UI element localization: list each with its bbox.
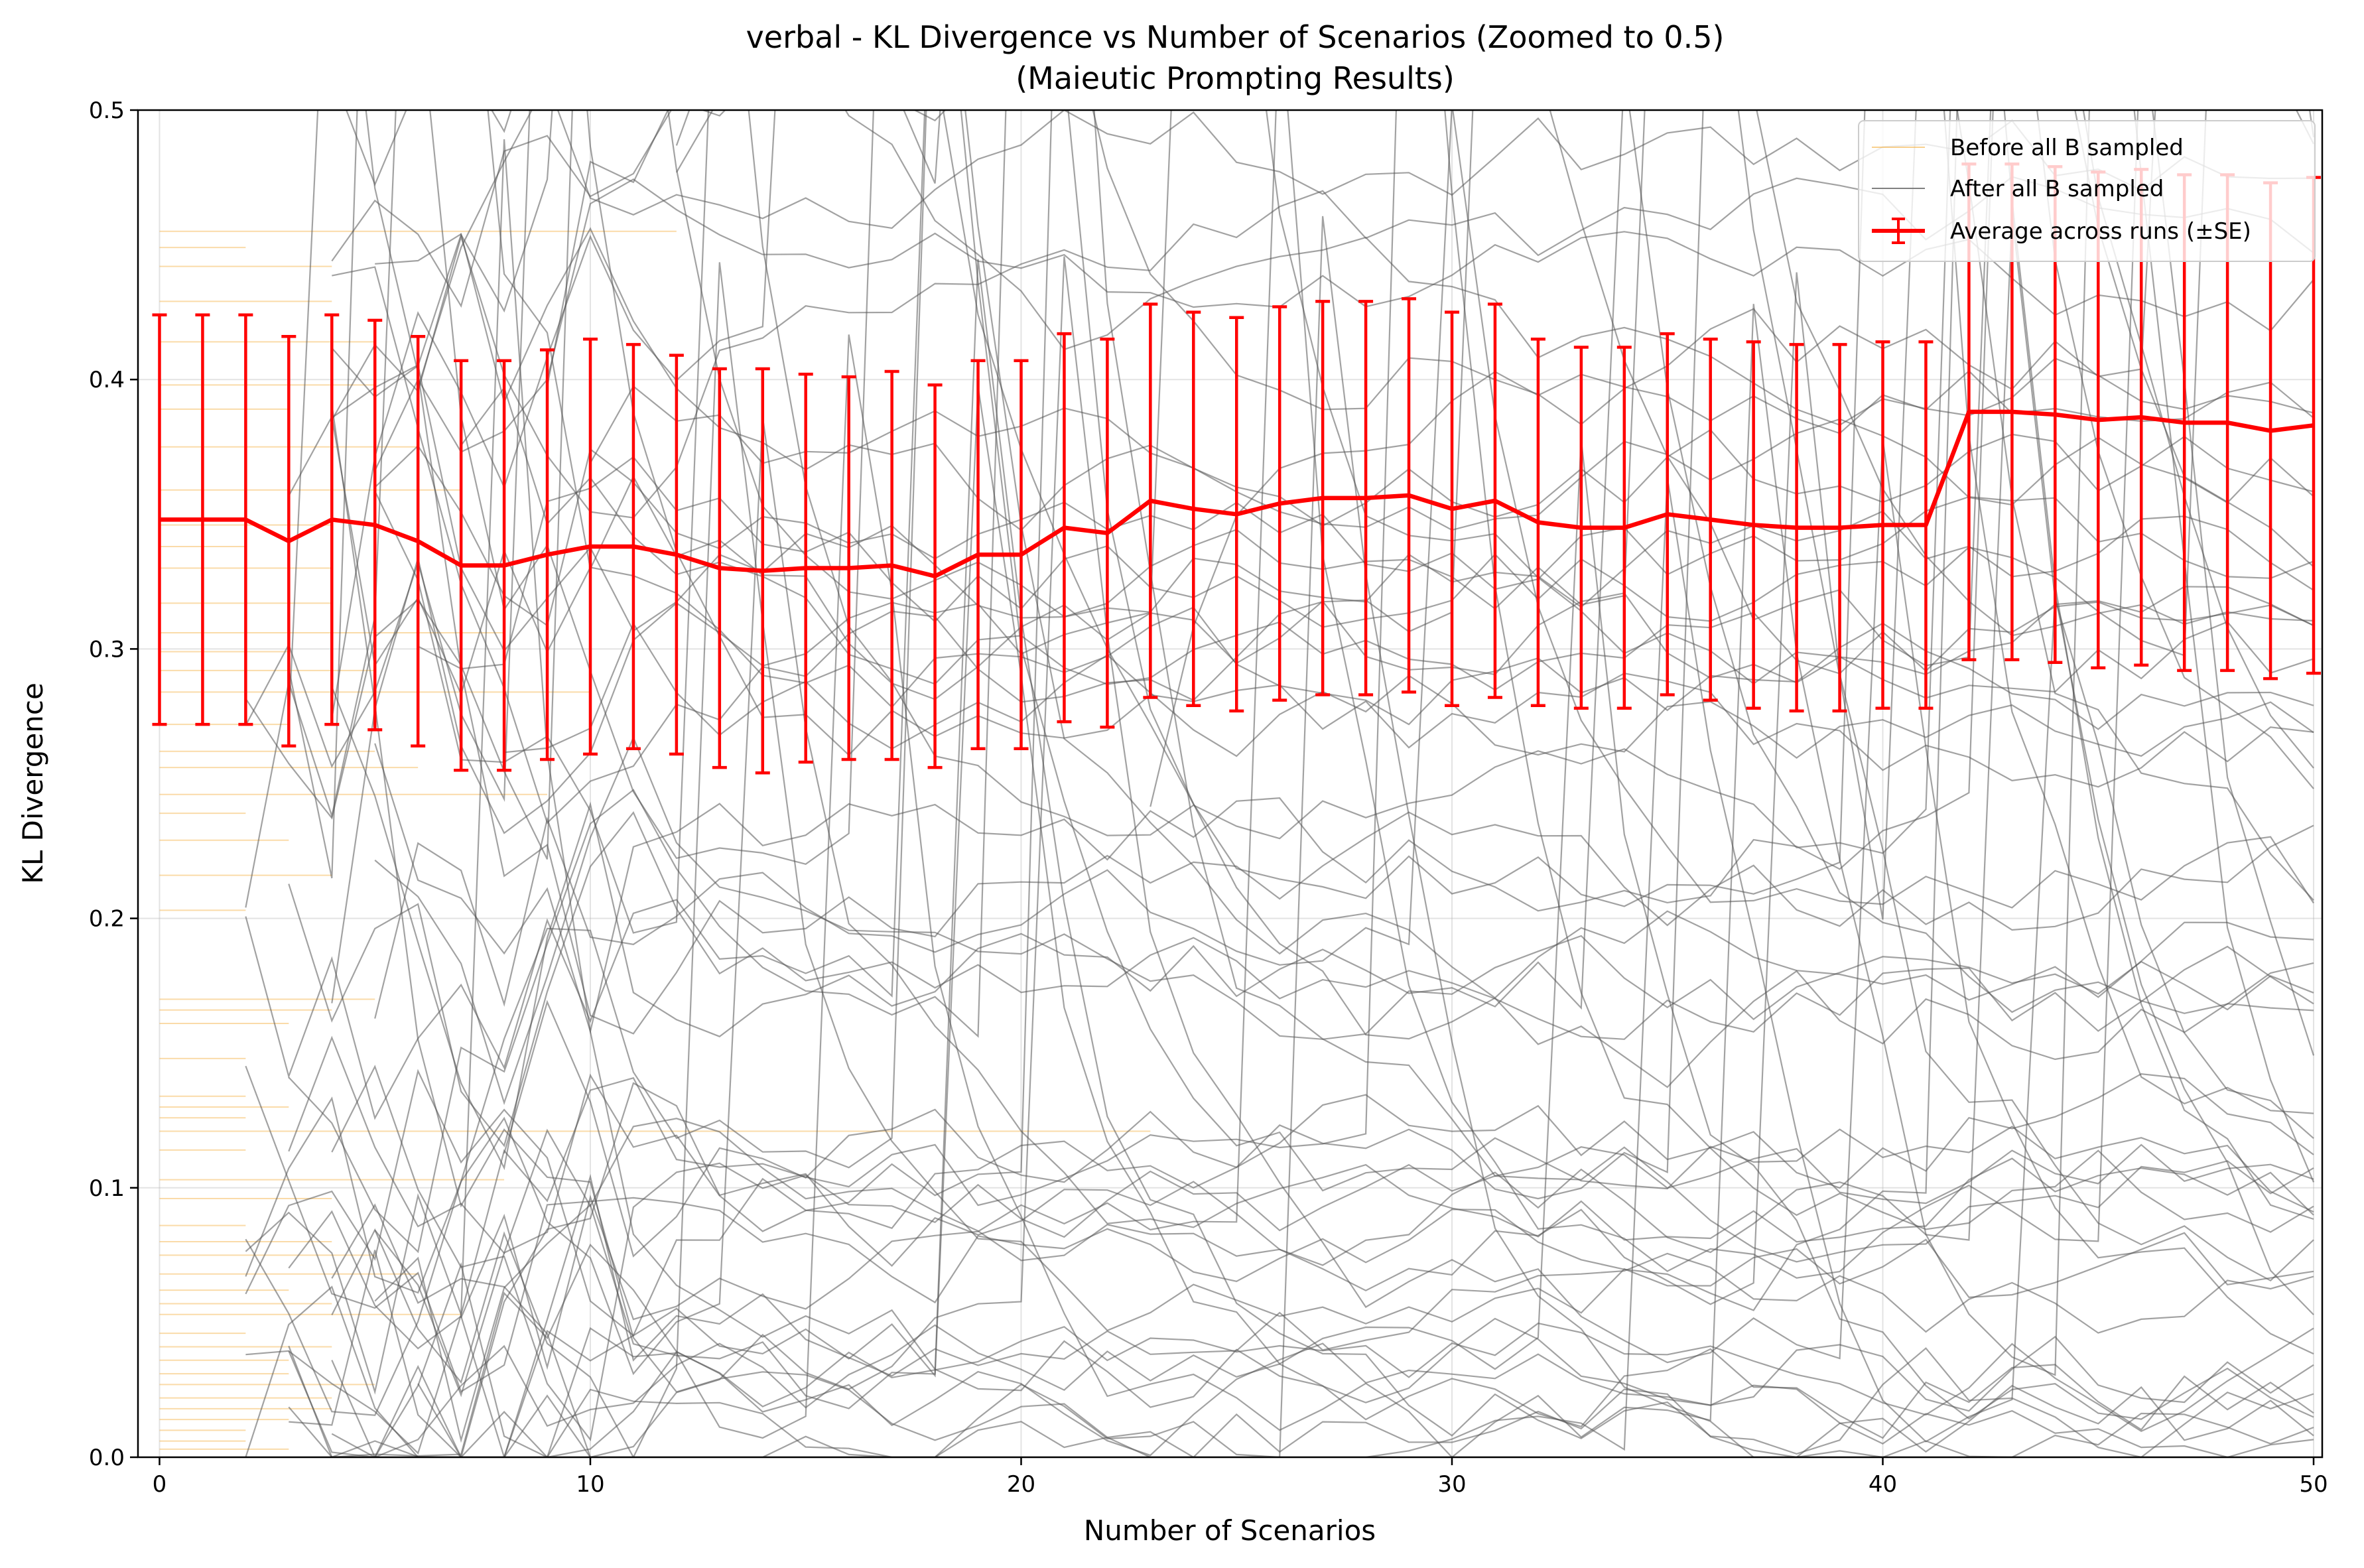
after-run-line [289,1250,2314,1457]
legend: Before all B sampled After all B sampled… [1858,120,2316,262]
after-run-line [374,110,2314,1398]
x-axis-label: Number of Scenarios [1084,1514,1376,1547]
y-tick-label: 0.5 [89,98,125,124]
after-run-line [331,110,2314,426]
after-run-line [331,405,2314,1457]
x-tick-label: 50 [2299,1471,2328,1498]
y-tick-label: 0.0 [89,1445,125,1471]
y-tick-label: 0.4 [89,367,125,393]
after-run-line [288,139,2314,1455]
after-run-line [374,259,2314,1457]
after-run-line [375,227,2314,531]
x-tick-label: 30 [1437,1471,1466,1498]
y-tick-label: 0.2 [89,906,125,933]
after-run-line [331,1065,2314,1442]
after-run-line [460,110,2315,1370]
after-run-line [331,110,726,308]
after-run-line [331,1324,2314,1457]
after-run-line [245,216,2314,1457]
legend-box [1858,120,2316,262]
x-axis-ticks: 0 10 20 30 40 50 [153,1457,2328,1498]
after-run-line [503,1000,2314,1258]
after-run-line [288,811,2314,1147]
chart-subtitle: (Maieutic Prompting Results) [1016,60,1455,96]
after-run-line [417,272,2314,1457]
y-tick-label: 0.1 [89,1175,125,1202]
after-run-line [288,414,2314,730]
y-axis-ticks: 0.0 0.1 0.2 0.3 0.4 0.5 [89,98,138,1471]
after-run-line [331,262,2314,1457]
after-run-line [460,386,2314,691]
after-run-line [288,1243,2314,1457]
x-tick-label: 10 [576,1471,604,1498]
chart-title: verbal - KL Divergence vs Number of Scen… [746,19,1725,55]
plot-area-frame [137,109,2324,1459]
after-run-line [288,110,2314,1254]
x-tick-label: 20 [1007,1471,1035,1498]
after-run-line [288,110,2314,1035]
after-run-line [245,110,2314,1294]
after-run-line [331,110,2314,1171]
legend-label-before: Before all B sampled [1950,135,2184,161]
after-run-line [288,214,2314,1266]
after-run-line [288,110,2315,1457]
after-run-line [245,417,2314,1416]
legend-label-average: Average across runs (±SE) [1950,218,2251,245]
y-tick-label: 0.3 [89,636,125,663]
after-run-line [374,110,2314,934]
average-line [159,409,2314,578]
after-run-line [331,256,2314,1457]
legend-swatch-average [1872,218,1925,244]
legend-label-after: After all B sampled [1950,176,2164,202]
after-run-line [245,110,2314,1395]
after-run-line [245,477,2314,1457]
after-run-line [245,110,2314,1393]
after-run-line [374,444,2314,627]
y-axis-label: KL Divergence [17,683,49,884]
x-tick-label: 0 [153,1471,167,1498]
x-tick-label: 40 [1869,1471,1897,1498]
after-run-line [374,736,2314,1106]
after-run-line [245,110,2314,1120]
